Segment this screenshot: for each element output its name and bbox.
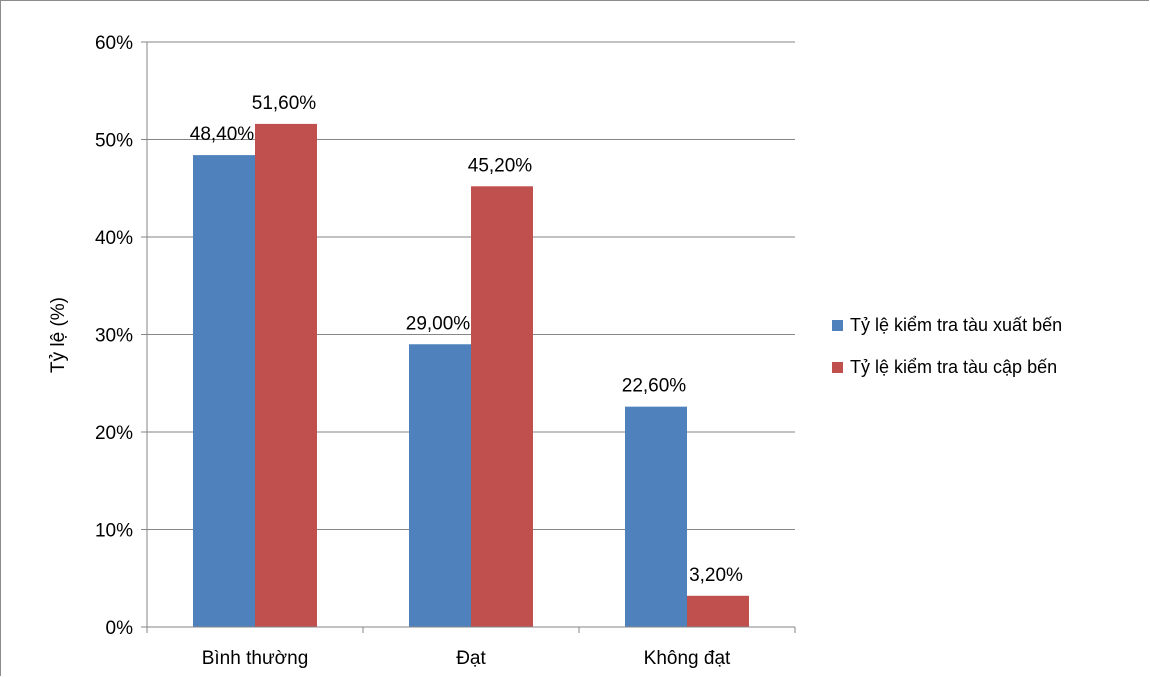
x-tick-label: Đạt xyxy=(456,648,486,669)
x-tick-label: Không đạt xyxy=(644,648,731,669)
data-label: 48,40% xyxy=(190,124,255,145)
bar xyxy=(471,186,533,628)
bar xyxy=(687,595,749,627)
y-tick-label: 50% xyxy=(95,131,133,152)
legend-label: Tỷ lệ kiểm tra tàu xuất bến xyxy=(850,315,1062,335)
bar xyxy=(193,155,255,627)
bars xyxy=(193,123,749,628)
y-axis-ticks: 0% 10% 20% 30% 40% 50% 60% xyxy=(95,33,147,639)
y-tick-label: 40% xyxy=(95,228,133,249)
x-axis-ticks: Bình thường Đạt Không đạt xyxy=(146,627,796,669)
legend-swatch xyxy=(832,320,843,331)
y-tick-label: 60% xyxy=(95,33,133,54)
data-label: 3,20% xyxy=(689,565,743,586)
y-tick-label: 10% xyxy=(95,521,133,542)
legend-label: Tỷ lệ kiểm tra tàu cập bến xyxy=(850,357,1057,377)
bar xyxy=(625,406,687,627)
y-tick-label: 20% xyxy=(95,423,133,444)
y-tick-label: 0% xyxy=(106,618,134,639)
legend-swatch xyxy=(832,362,843,373)
data-label: 29,00% xyxy=(406,313,471,334)
axes xyxy=(146,42,795,628)
legend: Tỷ lệ kiểm tra tàu xuất bến Tỷ lệ kiểm tr… xyxy=(832,315,1062,377)
data-labels: 48,40% 51,60% 29,00% 45,20% 22,60% 3,20% xyxy=(190,93,743,586)
data-label: 51,60% xyxy=(252,93,317,114)
bar xyxy=(409,344,471,627)
data-label: 22,60% xyxy=(622,376,687,397)
x-tick-label: Bình thường xyxy=(202,648,309,669)
data-label: 45,20% xyxy=(468,155,533,176)
y-tick-label: 30% xyxy=(95,326,133,347)
y-axis-title: Tỷ lệ (%) xyxy=(48,297,69,373)
bar xyxy=(255,123,317,628)
